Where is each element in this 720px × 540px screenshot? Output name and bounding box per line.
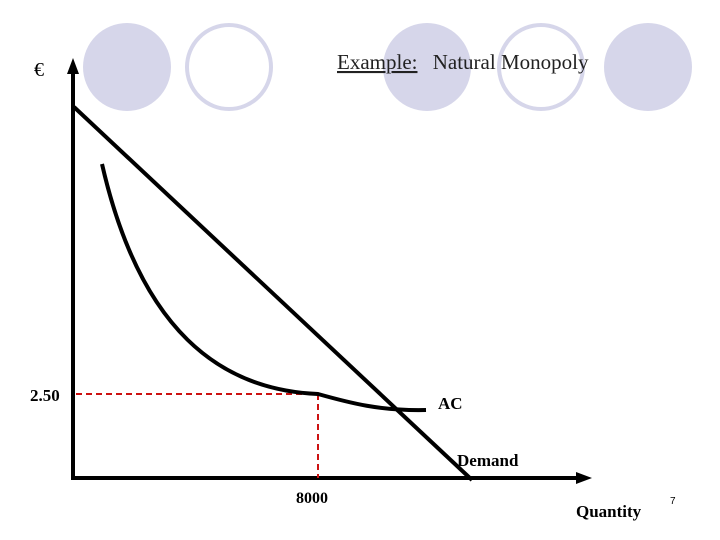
- slide-title: Example: Natural Monopoly: [337, 50, 589, 74]
- price-label: 2.50: [30, 386, 60, 405]
- y-axis-arrow: [67, 58, 79, 74]
- demand-curve: [72, 105, 474, 482]
- title-rest: Natural Monopoly: [433, 50, 589, 74]
- decor-circle: [83, 23, 171, 111]
- decor-circle: [185, 23, 273, 111]
- slide-number: 7: [670, 496, 676, 507]
- x-axis-arrow: [576, 472, 592, 484]
- axes: [67, 58, 592, 484]
- title-prefix: Example:: [337, 50, 417, 74]
- decor-circle: [497, 23, 585, 111]
- header-decoration: [83, 23, 692, 111]
- decor-circle: [383, 23, 471, 111]
- quantity-label: 8000: [296, 490, 328, 507]
- y-axis-label: €: [34, 59, 44, 81]
- x-axis-label: Quantity: [576, 502, 642, 521]
- reference-lines: [76, 393, 319, 478]
- ac-curve: [100, 163, 427, 413]
- decor-circle: [604, 23, 692, 111]
- ac-label: AC: [438, 394, 463, 413]
- demand-label: Demand: [457, 451, 519, 470]
